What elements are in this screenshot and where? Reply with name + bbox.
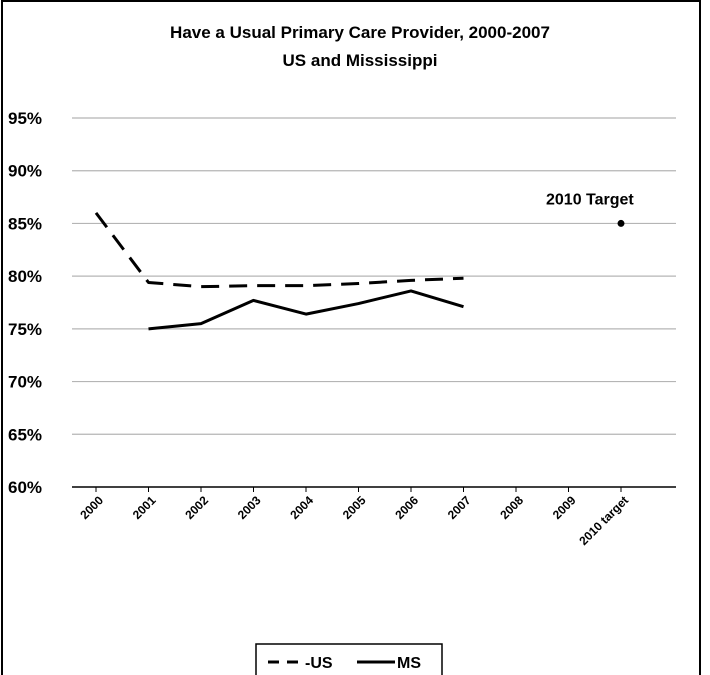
y-tick-label: 80% — [8, 267, 42, 286]
legend-us-label: -US — [305, 655, 333, 672]
legend-ms-label: MS — [397, 655, 421, 672]
chart-title: Have a Usual Primary Care Provider, 2000… — [170, 23, 550, 42]
x-tick-label: 2002 — [182, 493, 211, 522]
x-tick-label: 2006 — [392, 493, 421, 522]
y-tick-label: 85% — [8, 214, 42, 233]
y-tick-label: 75% — [8, 320, 42, 339]
y-tick-label: 60% — [8, 478, 42, 497]
x-tick-label: 2009 — [550, 493, 579, 522]
x-tick-label: 2004 — [287, 493, 316, 522]
target-point — [617, 219, 625, 227]
y-tick-label: 70% — [8, 373, 42, 392]
target-label: 2010 Target — [546, 191, 634, 208]
x-tick-label: 2010 target — [576, 493, 631, 548]
chart-subtitle: US and Mississippi — [283, 51, 438, 70]
x-tick-label: 2003 — [235, 493, 264, 522]
legend-box — [255, 643, 443, 675]
x-tick-label: 2007 — [445, 493, 474, 522]
x-tick-label: 2000 — [77, 493, 106, 522]
x-tick-label: 2001 — [130, 493, 159, 522]
ms-series-line — [148, 289, 464, 331]
y-tick-label: 90% — [8, 162, 42, 181]
x-tick-label: 2005 — [340, 493, 369, 522]
us-series-line — [94, 211, 464, 289]
y-tick-label: 65% — [8, 425, 42, 444]
y-tick-label: 95% — [8, 109, 42, 128]
x-tick-label: 2008 — [497, 493, 526, 522]
